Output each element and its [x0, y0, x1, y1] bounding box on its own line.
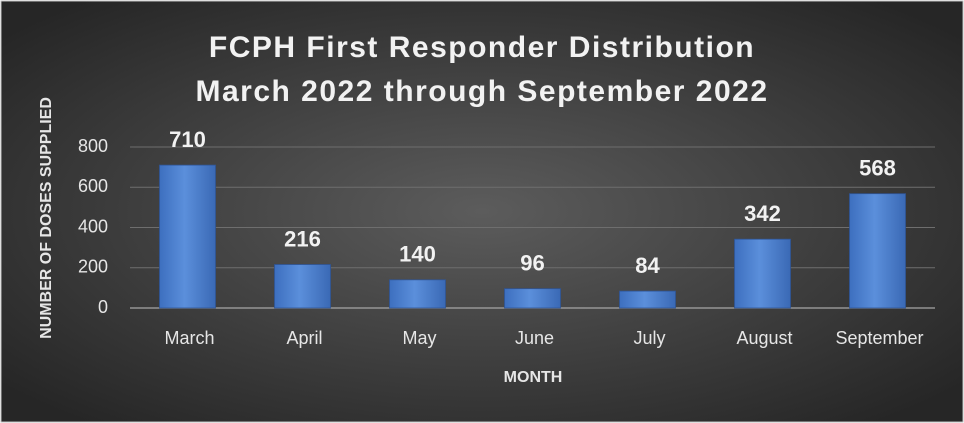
- x-tick-label: August: [736, 328, 792, 348]
- data-label: 216: [284, 226, 321, 251]
- chart-title: FCPH First Responder Distribution: [209, 31, 755, 64]
- bar: [504, 288, 561, 309]
- x-tick-label: September: [835, 328, 923, 348]
- data-label: 710: [169, 127, 206, 152]
- bar: [849, 193, 906, 309]
- chart-subtitle: March 2022 through September 2022: [195, 75, 768, 108]
- y-tick-label: 200: [78, 257, 108, 277]
- data-label: 568: [859, 156, 896, 181]
- data-label: 140: [399, 242, 436, 267]
- y-tick-label: 600: [78, 176, 108, 196]
- x-tick-label: May: [402, 328, 436, 348]
- data-label: 342: [744, 201, 781, 226]
- y-tick-label: 800: [78, 136, 108, 156]
- y-axis-title: NUMBER OF DOSES SUPPLIED: [38, 97, 55, 339]
- y-tick-label: 400: [78, 216, 108, 236]
- x-axis-title: MONTH: [504, 369, 563, 386]
- bar: [619, 290, 676, 309]
- bar: [159, 164, 216, 309]
- x-tick-label: July: [633, 328, 665, 348]
- bar: [734, 238, 791, 309]
- bar: [274, 264, 331, 309]
- x-tick-label: June: [515, 328, 554, 348]
- data-label: 84: [635, 253, 660, 278]
- y-tick-label: 0: [98, 297, 108, 317]
- bar: [389, 279, 446, 309]
- x-tick-label: March: [164, 328, 214, 348]
- x-tick-label: April: [286, 328, 322, 348]
- data-label: 96: [520, 250, 544, 275]
